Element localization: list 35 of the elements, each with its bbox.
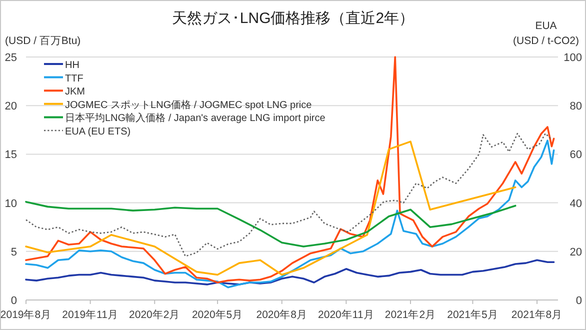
y2-tick-label: 100 (564, 52, 582, 64)
x-tick-label: 2020年2月 (129, 309, 180, 321)
legend-label: JOGMEC スポットLNG価格 / JOGMEC spot LNG price (65, 98, 312, 111)
legend-label: TTF (65, 73, 84, 84)
line-series (25, 56, 555, 284)
y-tick-label: 20 (4, 100, 17, 113)
x-tick-label: 2021年8月 (511, 309, 563, 321)
y-tick-label: 15 (4, 149, 17, 162)
legend-label: HH (65, 60, 80, 71)
x-tick-label: 2020年8月 (256, 309, 308, 321)
line-series (25, 140, 516, 276)
line-series (25, 140, 555, 288)
y-tick-label: 5 (10, 246, 17, 258)
y2-tick-label: 60 (570, 149, 582, 162)
y2-tick-label: 80 (570, 100, 582, 113)
x-tick-label: 2020年11月 (318, 309, 374, 321)
y2-tick-label: 0 (576, 295, 582, 307)
x-tick-label: 2021年5月 (447, 309, 498, 321)
x-tick-label: 2019年11月 (62, 309, 118, 321)
chart-title: 天然ガス･LNG価格推移（直近2年） (172, 10, 414, 27)
line-series (25, 200, 516, 248)
legend-label: JKM (65, 86, 85, 98)
y2-tick-label: 40 (570, 198, 582, 210)
y-tick-label: 0 (10, 295, 17, 307)
y2-tick-label: 20 (570, 246, 582, 258)
y-tick-label: 25 (4, 52, 17, 64)
legend-label: EUA (EU ETS) (65, 126, 131, 138)
y-axis-title: (USD / 百万Btu) (5, 35, 81, 47)
line-series (25, 259, 555, 286)
y-tick-label: 10 (4, 198, 17, 210)
y2-axis-title: EUA (USD / t-CO2) (513, 20, 579, 47)
x-tick-label: 2019年8月 (0, 309, 52, 321)
legend-label: 日本平均LNG輸入価格 / Japan's average LNG import pirce (65, 112, 326, 124)
x-tick-label: 2021年2月 (384, 309, 436, 321)
x-tick-label: 2020年5月 (192, 309, 244, 321)
